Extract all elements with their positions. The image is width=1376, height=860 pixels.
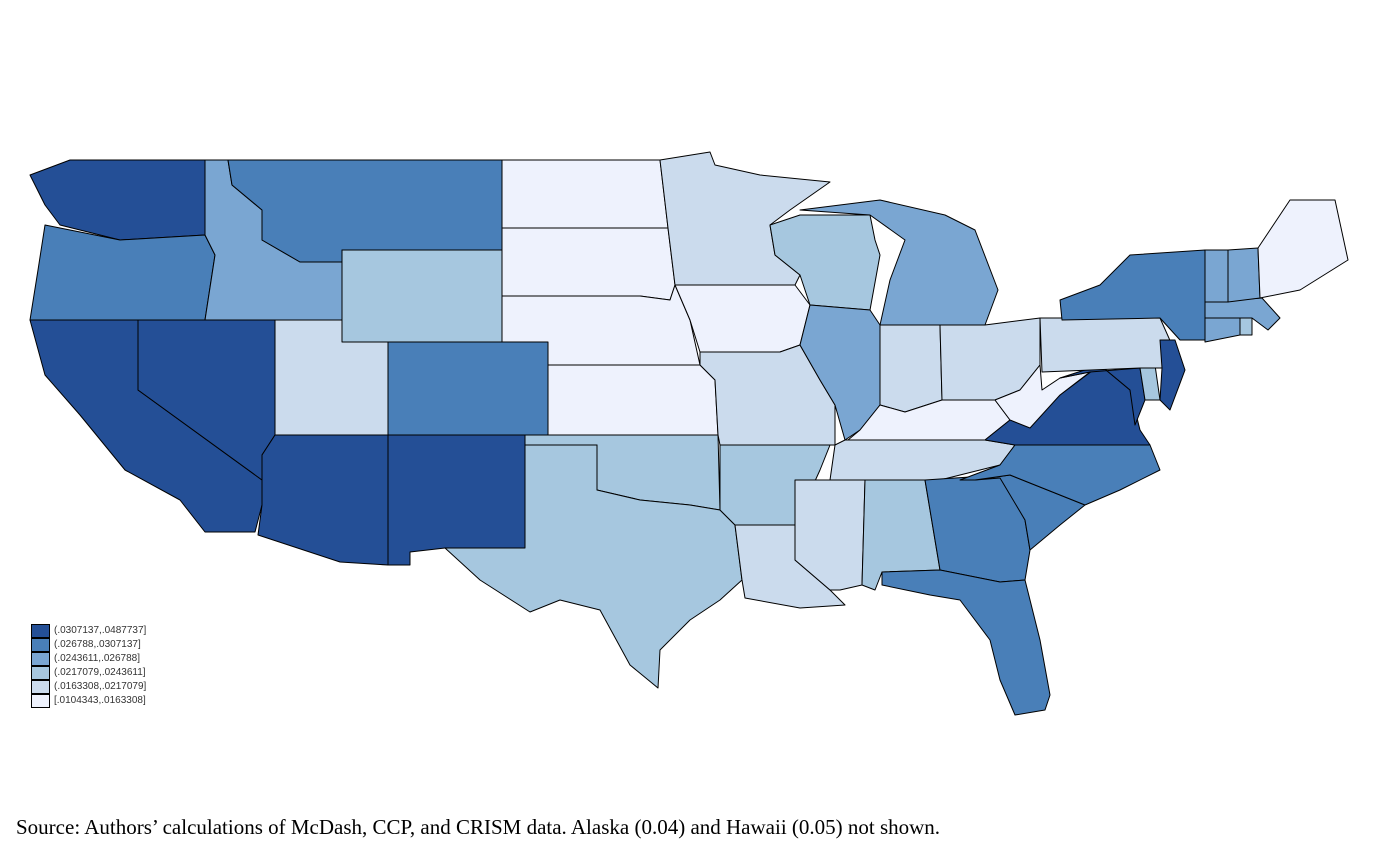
state-ct [1204,317,1241,343]
legend-swatch [31,680,50,694]
state-wy [341,249,503,343]
state-nc [959,444,1161,506]
state-nd [501,159,669,229]
state-ri [1239,317,1253,336]
map-legend: (.0307137,.0487737] (.026788,.0307137] (… [31,624,146,708]
legend-item: [.0104343,.0163308] [31,694,146,708]
legend-swatch [31,666,50,680]
state-vt [1204,249,1229,303]
state-tx [444,444,743,689]
state-ks [547,364,719,436]
state-in [879,324,943,413]
state-az [257,434,389,566]
legend-label: (.0243611,.026788] [54,653,141,664]
state-sd [501,227,676,301]
state-nh [1227,247,1261,303]
state-ne [501,284,701,366]
legend-label: (.0163308,.0217079] [54,681,147,692]
legend-item: (.0307137,.0487737] [31,624,146,638]
legend-item: (.0217079,.0243611] [31,666,146,680]
legend-label: (.0307137,.0487737] [54,625,147,636]
legend-item: (.0243611,.026788] [31,652,146,666]
state-fl [881,569,1051,716]
legend-label: (.026788,.0307137] [54,639,141,650]
state-pa [1039,317,1173,373]
source-caption: Source: Authors’ calculations of McDash,… [16,815,941,839]
legend-swatch [31,694,50,708]
legend-item: (.0163308,.0217079] [31,680,146,694]
state-co [387,341,549,436]
state-wi [769,214,881,311]
legend-swatch [31,652,50,666]
legend-label: [.0104343,.0163308] [54,695,146,706]
state-il [799,304,881,441]
legend-swatch [31,638,50,652]
state-nm [387,434,526,566]
state-me [1257,199,1349,299]
legend-swatch [31,624,50,638]
legend-item: (.026788,.0307137] [31,638,146,652]
state-nj [1159,339,1186,411]
legend-label: (.0217079,.0243611] [54,667,146,678]
